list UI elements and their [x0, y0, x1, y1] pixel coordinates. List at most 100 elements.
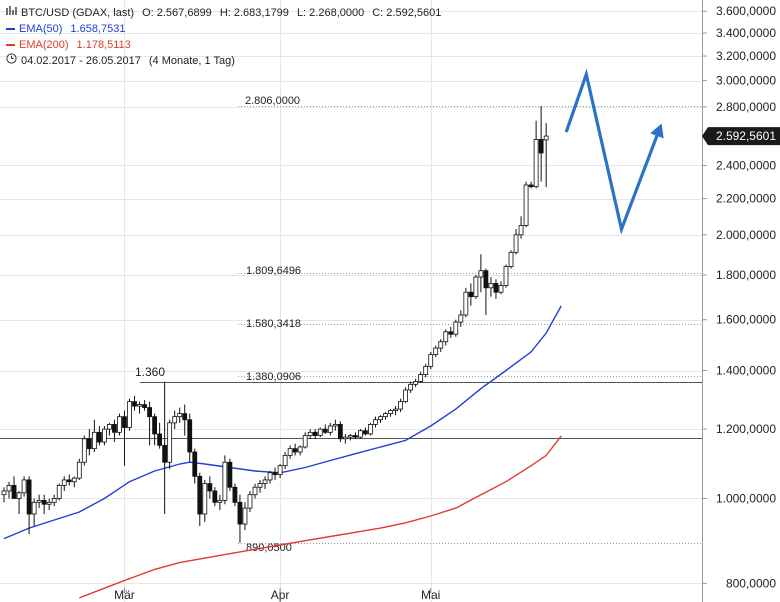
candle-79 [398, 398, 403, 413]
candlestick-series [1, 106, 549, 543]
candle-31 [157, 422, 163, 449]
candle-3 [16, 490, 22, 515]
candle-body-103 [518, 225, 524, 236]
candle-body-92 [463, 291, 469, 316]
candle-65 [327, 422, 333, 436]
candle-94 [473, 274, 479, 299]
candle-body-50 [252, 486, 258, 496]
candle-103 [518, 216, 524, 239]
candle-body-77 [388, 410, 393, 415]
projection-path [564, 68, 660, 235]
candle-105 [528, 181, 534, 189]
candle-2 [11, 476, 17, 499]
candle-body-15 [76, 461, 82, 479]
candle-body-93 [468, 291, 474, 298]
candle-100 [503, 264, 509, 288]
candle-body-12 [61, 479, 67, 486]
candle-body-76 [383, 413, 388, 418]
legend-date-range: 04.02.2017 - 26.05.2017 [21, 55, 141, 67]
candle-body-55 [277, 465, 283, 475]
candle-body-96 [483, 270, 489, 289]
candle-36 [182, 404, 188, 436]
candle-body-28 [142, 404, 147, 408]
candle-body-82 [413, 381, 419, 385]
y-tick-label-3: 3.000,0000 [716, 74, 776, 88]
level-label-5: 1.360 [135, 365, 165, 379]
candle-68 [342, 433, 348, 444]
y-tick-label-13: 800,0000 [726, 576, 776, 590]
candle-76 [383, 412, 388, 420]
candle-body-38 [192, 451, 198, 477]
candle-body-16 [81, 438, 87, 463]
candle-11 [56, 483, 62, 501]
candle-body-25 [127, 401, 132, 428]
candle-body-54 [272, 472, 278, 475]
candle-108 [543, 123, 549, 187]
candle-38 [192, 448, 198, 484]
candle-body-87 [438, 341, 444, 349]
candle-47 [237, 494, 243, 543]
last-price-box [702, 127, 780, 146]
candle-body-41 [207, 483, 213, 492]
candle-body-70 [352, 435, 358, 438]
level-label-3: 1.380,0906 [246, 371, 301, 383]
candle-96 [483, 268, 489, 315]
candle-body-88 [443, 331, 449, 343]
candle-body-79 [398, 401, 403, 410]
candle-body-102 [513, 234, 519, 253]
candle-body-51 [257, 483, 263, 488]
candle-95 [478, 254, 484, 293]
candle-106 [533, 120, 539, 189]
chart-legend: BTC/USD (GDAX, last) O: 2.567,6899 H: 2.… [6, 5, 441, 69]
candle-body-63 [317, 428, 323, 436]
horizontal-level-lines: 2.806,0000 1.809,6496 1.580,3418 1.380,0906… [0, 95, 702, 554]
candle-body-62 [312, 431, 318, 436]
legend-row-ema50: EMA(50) 1.658,7531 [6, 21, 441, 37]
candle-8 [41, 494, 47, 515]
y-axis: 3.600,0000 3.400,0000 3.200,0000 3.000,0000… [702, 0, 776, 602]
candle-72 [363, 427, 368, 436]
candle-body-81 [408, 383, 414, 391]
candle-body-56 [282, 454, 288, 467]
candle-40 [202, 479, 208, 523]
candle-39 [197, 472, 203, 527]
candle-body-8 [41, 499, 47, 505]
candle-body-7 [36, 499, 42, 503]
candle-body-89 [448, 331, 454, 335]
candle-46 [232, 483, 238, 507]
level-label-2: 1.580,3418 [246, 318, 301, 330]
candle-0 [1, 487, 7, 503]
candle-56 [282, 452, 288, 470]
candle-22 [112, 419, 117, 443]
candle-12 [61, 476, 67, 491]
candle-body-22 [112, 424, 117, 433]
candle-87 [438, 339, 444, 352]
legend-row-range: 04.02.2017 - 26.05.2017 (4 Monate, 1 Tag… [6, 53, 441, 69]
candle-41 [207, 476, 213, 499]
candle-99 [498, 281, 504, 295]
candle-42 [212, 487, 218, 507]
candle-body-45 [227, 461, 233, 488]
candle-107 [538, 106, 544, 182]
candle-97 [488, 277, 494, 297]
candle-57 [287, 445, 293, 459]
candle-body-30 [152, 416, 158, 435]
candle-body-75 [378, 416, 383, 421]
candle-26 [132, 395, 137, 411]
candle-17 [86, 429, 92, 456]
candle-29 [147, 401, 152, 446]
candle-body-80 [403, 389, 409, 403]
candle-body-46 [232, 486, 238, 503]
candle-body-6 [31, 501, 37, 515]
candle-70 [352, 432, 358, 439]
candle-body-84 [423, 366, 429, 375]
candle-62 [312, 429, 318, 439]
candle-93 [468, 283, 474, 306]
candle-body-71 [358, 430, 363, 438]
candle-71 [358, 429, 363, 439]
legend-row-ohlc: BTC/USD (GDAX, last) O: 2.567,6899 H: 2.… [6, 5, 441, 21]
level-label-1: 1.809,6496 [246, 265, 301, 277]
legend-high: H: 2.683,1799 [219, 7, 289, 19]
y-tick-label-1: 3.400,0000 [716, 26, 776, 40]
candle-13 [66, 474, 72, 486]
